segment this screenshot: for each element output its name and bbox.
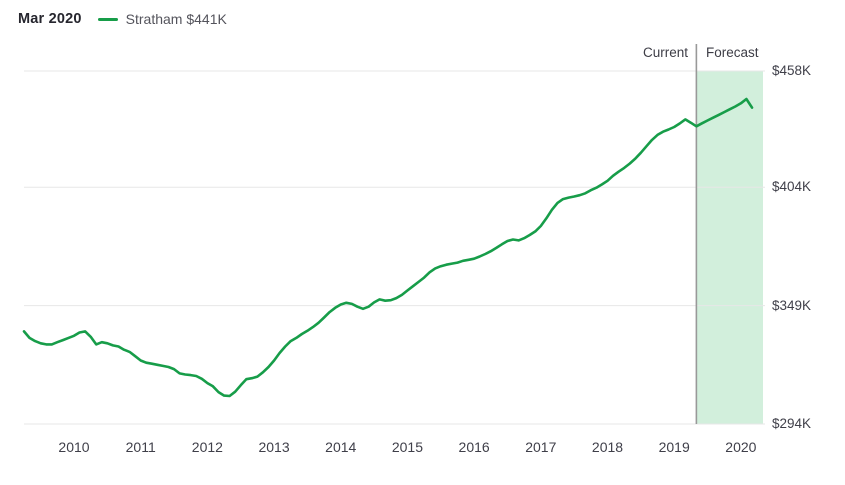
x-axis-label: 2013 <box>258 439 290 455</box>
hover-date-label: Mar 2020 <box>18 11 82 27</box>
legend-line-swatch-icon <box>97 17 118 21</box>
y-axis-label: $404K <box>772 179 812 195</box>
x-axis-label: 2020 <box>725 439 757 455</box>
y-axis-label: $349K <box>772 297 812 313</box>
forecast-zone-label: Forecast <box>706 45 759 60</box>
legend: Stratham $441K <box>97 11 227 27</box>
x-axis-label: 2011 <box>125 439 156 455</box>
x-axis-label: 2010 <box>58 439 90 455</box>
x-axis-label: 2016 <box>458 439 490 455</box>
x-axis-label: 2019 <box>658 439 690 455</box>
current-zone-label: Current <box>642 45 688 60</box>
y-axis-label: $458K <box>772 63 812 78</box>
plot-area[interactable] <box>24 71 765 424</box>
chart-header: Mar 2020 Stratham $441K <box>18 11 227 27</box>
x-axis-label: 2015 <box>391 439 424 455</box>
x-axis-label: 2017 <box>525 439 557 455</box>
x-axis-label: 2012 <box>191 439 223 455</box>
series-line-stratham <box>22 97 754 398</box>
x-axis-label: 2014 <box>325 439 357 455</box>
legend-series-label: Stratham $441K <box>125 11 227 27</box>
y-axis-label: $294K <box>772 416 812 431</box>
x-axis-label: 2018 <box>591 439 624 455</box>
forecast-region <box>696 71 763 424</box>
